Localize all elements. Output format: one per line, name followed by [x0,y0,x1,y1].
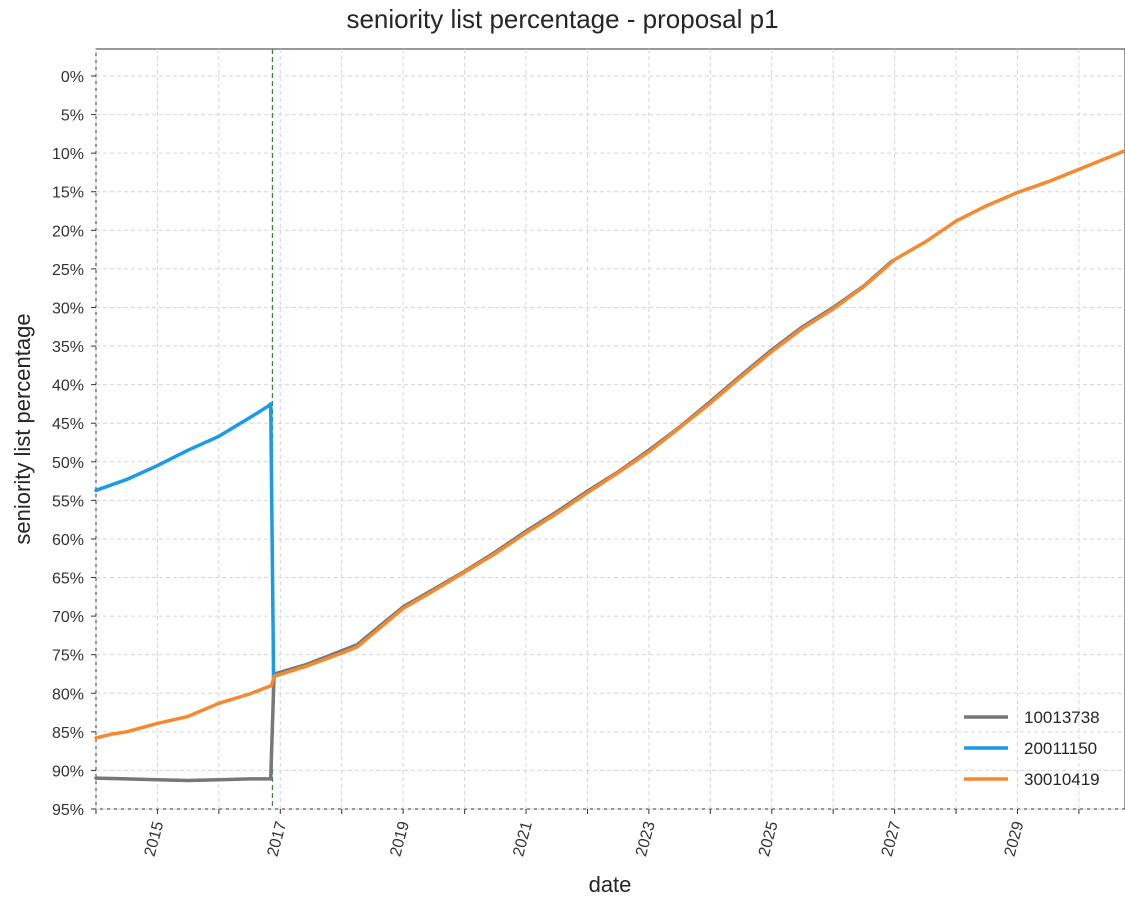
legend-label: 30010419 [1024,770,1100,789]
grid-layer [95,49,1125,810]
y-tick-label: 95% [52,802,84,819]
y-tick-label: 20% [52,223,84,240]
x-tick-label: 2019 [387,820,413,859]
x-tick-label: 2023 [633,820,659,859]
x-tick-label: 2017 [265,820,291,859]
series-layer [94,149,1125,783]
x-axis-label: date [589,872,632,897]
y-axis-label: seniority list percentage [10,313,35,544]
y-tick-label: 55% [52,493,84,510]
y-tick-label: 90% [52,763,84,780]
y-tick-label: 0% [61,69,84,86]
y-tick-label: 10% [52,146,84,163]
tick-layer: 0% 5% 10% 15% 20% 25% 30% 35% 40% 45% 50% 55% 60% 65%… [52,69,1080,859]
legend-label: 10013738 [1024,708,1100,727]
y-tick-label: 80% [52,686,84,703]
y-tick-label: 15% [52,185,84,202]
x-tick-label: 2025 [756,820,782,859]
legend: 10013738 20011150 30010419 [964,708,1100,789]
plot-frame [95,48,1125,810]
x-tick-label: 2021 [510,820,536,859]
y-tick-label: 45% [52,416,84,433]
y-tick-label: 65% [52,571,84,588]
y-tick-label: 5% [61,108,84,125]
y-tick-label: 60% [52,532,84,549]
y-tick-label: 40% [52,378,84,395]
x-tick-label: 2015 [142,820,168,859]
y-tick-label: 30% [52,300,84,317]
y-tick-label: 85% [52,725,84,742]
x-tick-label: 2027 [879,820,905,859]
y-tick-label: 35% [52,339,84,356]
series-line-2 [94,402,276,680]
y-tick-label: 25% [52,262,84,279]
x-tick-label: 2029 [1002,820,1028,859]
chart-title: seniority list percentage - proposal p1 [346,4,779,34]
legend-label: 20011150 [1024,739,1097,758]
y-tick-label: 75% [52,648,84,665]
series-line-3 [94,149,1125,740]
y-tick-label: 70% [52,609,84,626]
y-tick-label: 50% [52,455,84,472]
